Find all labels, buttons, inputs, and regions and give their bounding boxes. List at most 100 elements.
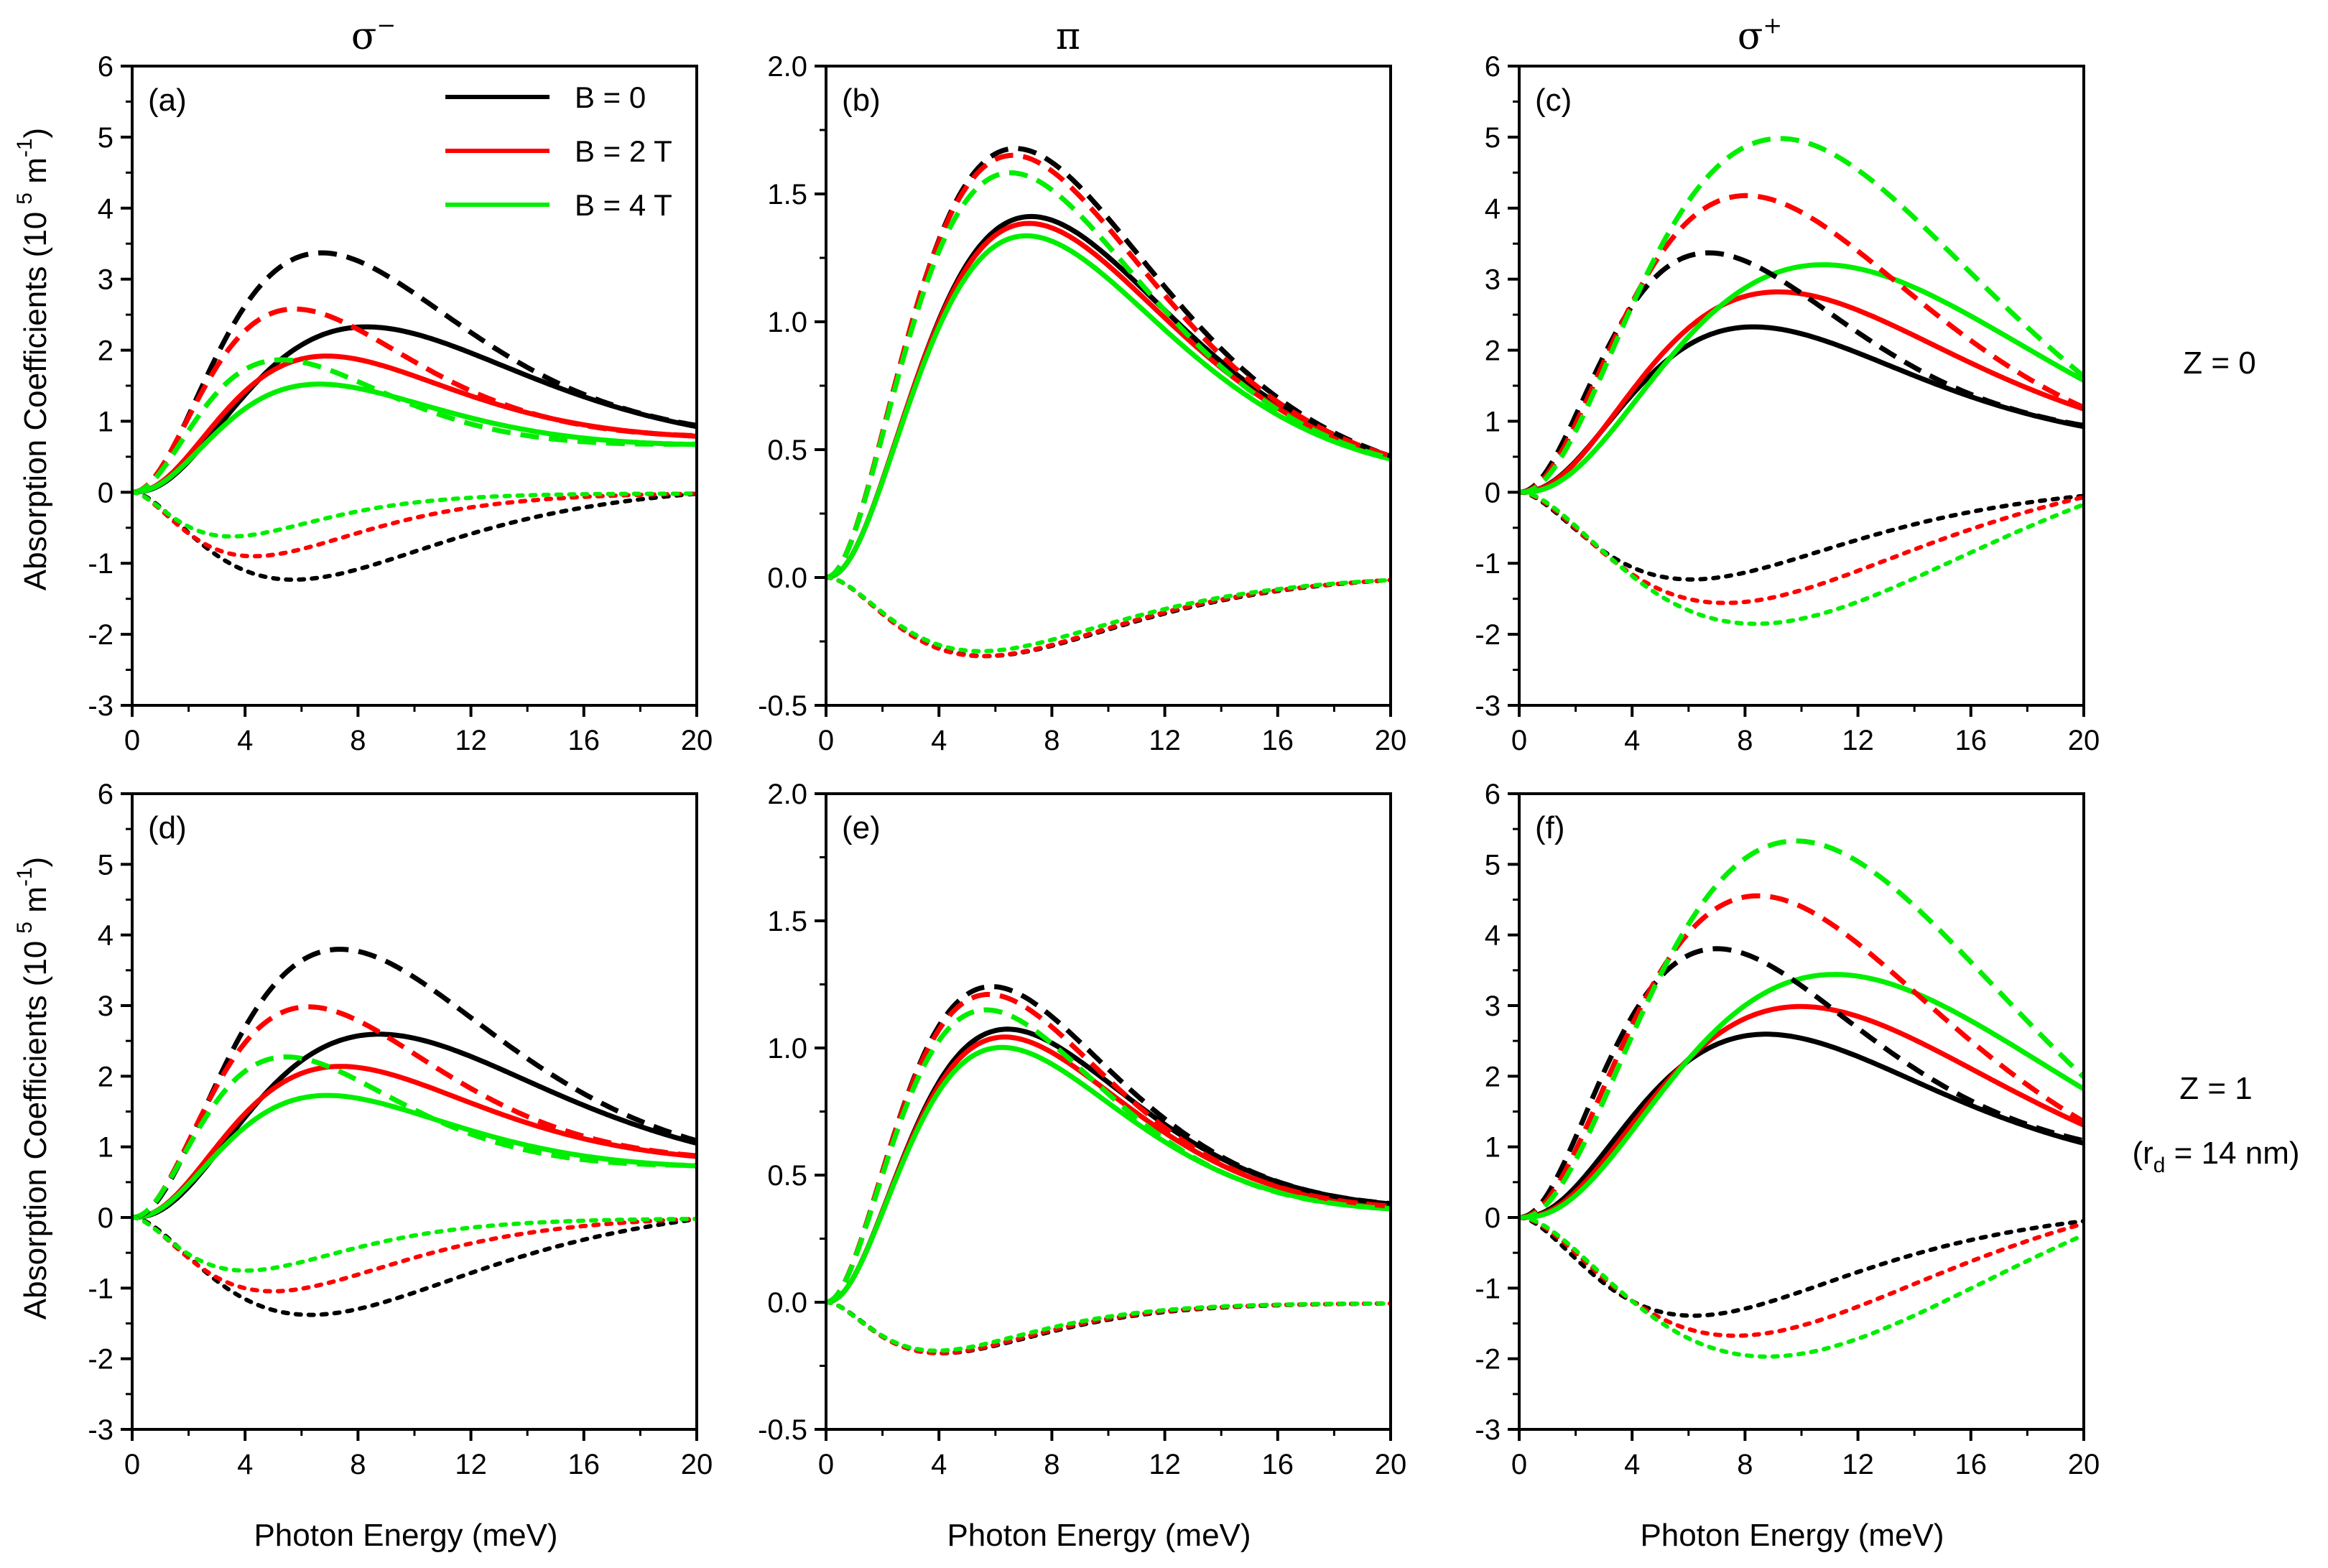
- series-line: [1519, 262, 2084, 495]
- y-tick-label: -1: [1475, 1273, 1501, 1304]
- x-tick-label: 12: [1149, 1449, 1181, 1480]
- series-line: [132, 1215, 697, 1294]
- panel-label: (a): [148, 83, 187, 118]
- x-tick-label: 20: [2068, 1449, 2100, 1480]
- series-line: [826, 992, 1391, 1305]
- series-group: [132, 250, 697, 582]
- y-tick-label: 5: [1485, 849, 1501, 881]
- series-line: [132, 490, 697, 582]
- x-axis-label-left: Photon Energy (meV): [254, 1518, 557, 1553]
- y-tick-label: -1: [1475, 548, 1501, 580]
- y-tick-label: -3: [1475, 1414, 1501, 1446]
- series-line: [1519, 490, 2084, 606]
- column-title-sigma-plus: σ+: [1738, 11, 1782, 58]
- x-tick-label: 16: [568, 1449, 600, 1480]
- series-line: [826, 1300, 1391, 1355]
- series-line: [132, 1054, 697, 1220]
- series-line: [132, 381, 697, 495]
- y-tick-label: 1: [98, 1132, 113, 1164]
- x-tick-label: 0: [124, 1449, 140, 1480]
- y-tick-label: 1.5: [767, 179, 807, 210]
- series-line: [132, 353, 697, 495]
- y-tick-label: 1: [1485, 1132, 1501, 1164]
- x-tick-label: 20: [1375, 1449, 1407, 1480]
- y-tick-label: 2.0: [767, 51, 807, 83]
- legend: B = 0 B = 2 T B = 4 T: [445, 80, 672, 222]
- series-line: [826, 1007, 1391, 1305]
- y-tick-label: 5: [1485, 122, 1501, 154]
- x-tick-label: 8: [1737, 725, 1753, 756]
- y-tick-label: -3: [88, 1414, 113, 1446]
- y-tick-label: 5: [98, 849, 113, 881]
- series-line: [1519, 136, 2084, 495]
- y-tick-label: 3: [98, 264, 113, 296]
- chart-panel: 0 4 8 12 16 20 -0.5 0.0 0.5 1.0 1.5 2.0 (e): [758, 779, 1406, 1480]
- legend-label-b0: B = 0: [575, 80, 646, 114]
- series-line: [1519, 490, 2084, 582]
- series-line: [1519, 1215, 2084, 1318]
- x-tick-label: 12: [1842, 725, 1874, 756]
- series-line: [132, 1215, 697, 1273]
- y-tick-label: 0: [1485, 1202, 1501, 1234]
- x-tick-label: 20: [2068, 725, 2100, 756]
- x-tick-label: 16: [1262, 1449, 1294, 1480]
- y-tick-label: 0.5: [767, 435, 807, 466]
- series-group: [1519, 838, 2084, 1359]
- series-line: [826, 575, 1391, 659]
- series-group: [1519, 136, 2084, 626]
- series-line: [1519, 289, 2084, 495]
- y-tick-label: -2: [1475, 1344, 1501, 1376]
- x-tick-label: 4: [931, 1449, 947, 1480]
- plot-frame: [825, 65, 1392, 707]
- y-tick-label: 6: [1485, 51, 1501, 83]
- series-line: [132, 490, 697, 559]
- y-tick-label: 0: [1485, 477, 1501, 509]
- series-line: [826, 1044, 1391, 1305]
- series-line: [132, 490, 697, 539]
- series-line: [826, 170, 1391, 580]
- y-tick-label: 1.0: [767, 1033, 807, 1064]
- y-tick-label: 0.0: [767, 1287, 807, 1319]
- x-tick-label: 8: [1044, 725, 1059, 756]
- y-tick-label: 2: [1485, 1061, 1501, 1093]
- y-tick-label: 1.0: [767, 307, 807, 338]
- series-line: [826, 1300, 1391, 1355]
- y-tick-label: 3: [1485, 264, 1501, 296]
- x-tick-label: 0: [1511, 725, 1527, 756]
- y-tick-label: 4: [98, 193, 113, 225]
- plot-frame: [825, 792, 1392, 1431]
- x-tick-label: 0: [818, 725, 834, 756]
- y-tick-label: 2: [98, 335, 113, 367]
- y-tick-label: -3: [88, 690, 113, 722]
- x-tick-label: 4: [237, 1449, 253, 1480]
- x-tick-label: 12: [455, 1449, 487, 1480]
- x-tick-label: 8: [350, 725, 366, 756]
- y-tick-label: 1: [1485, 406, 1501, 437]
- y-axis-label-top: Absorption Coefficients (105 m-1): [13, 128, 53, 590]
- y-tick-label: 4: [1485, 193, 1501, 225]
- y-tick-label: -2: [1475, 619, 1501, 651]
- x-axis-label-right: Photon Energy (meV): [1640, 1518, 1944, 1553]
- y-tick-label: 1: [98, 406, 113, 437]
- y-tick-label: 1.5: [767, 906, 807, 937]
- y-tick-label: 6: [98, 51, 113, 83]
- panel-label: (f): [1535, 810, 1565, 845]
- x-tick-label: 12: [455, 725, 487, 756]
- x-tick-label: 4: [1624, 1449, 1640, 1480]
- x-tick-label: 12: [1842, 1449, 1874, 1480]
- y-tick-label: 3: [1485, 991, 1501, 1022]
- x-tick-label: 8: [1737, 1449, 1753, 1480]
- panel-label: (d): [148, 810, 187, 845]
- y-tick-label: 6: [98, 779, 113, 810]
- x-tick-label: 8: [1044, 1449, 1059, 1480]
- x-tick-label: 4: [1624, 725, 1640, 756]
- y-axis-label-bottom: Absorption Coefficients (105 m-1): [13, 857, 53, 1319]
- series-line: [132, 306, 697, 495]
- series-line: [1519, 972, 2084, 1220]
- y-tick-label: 0: [98, 1202, 113, 1234]
- y-tick-label: 3: [98, 991, 113, 1022]
